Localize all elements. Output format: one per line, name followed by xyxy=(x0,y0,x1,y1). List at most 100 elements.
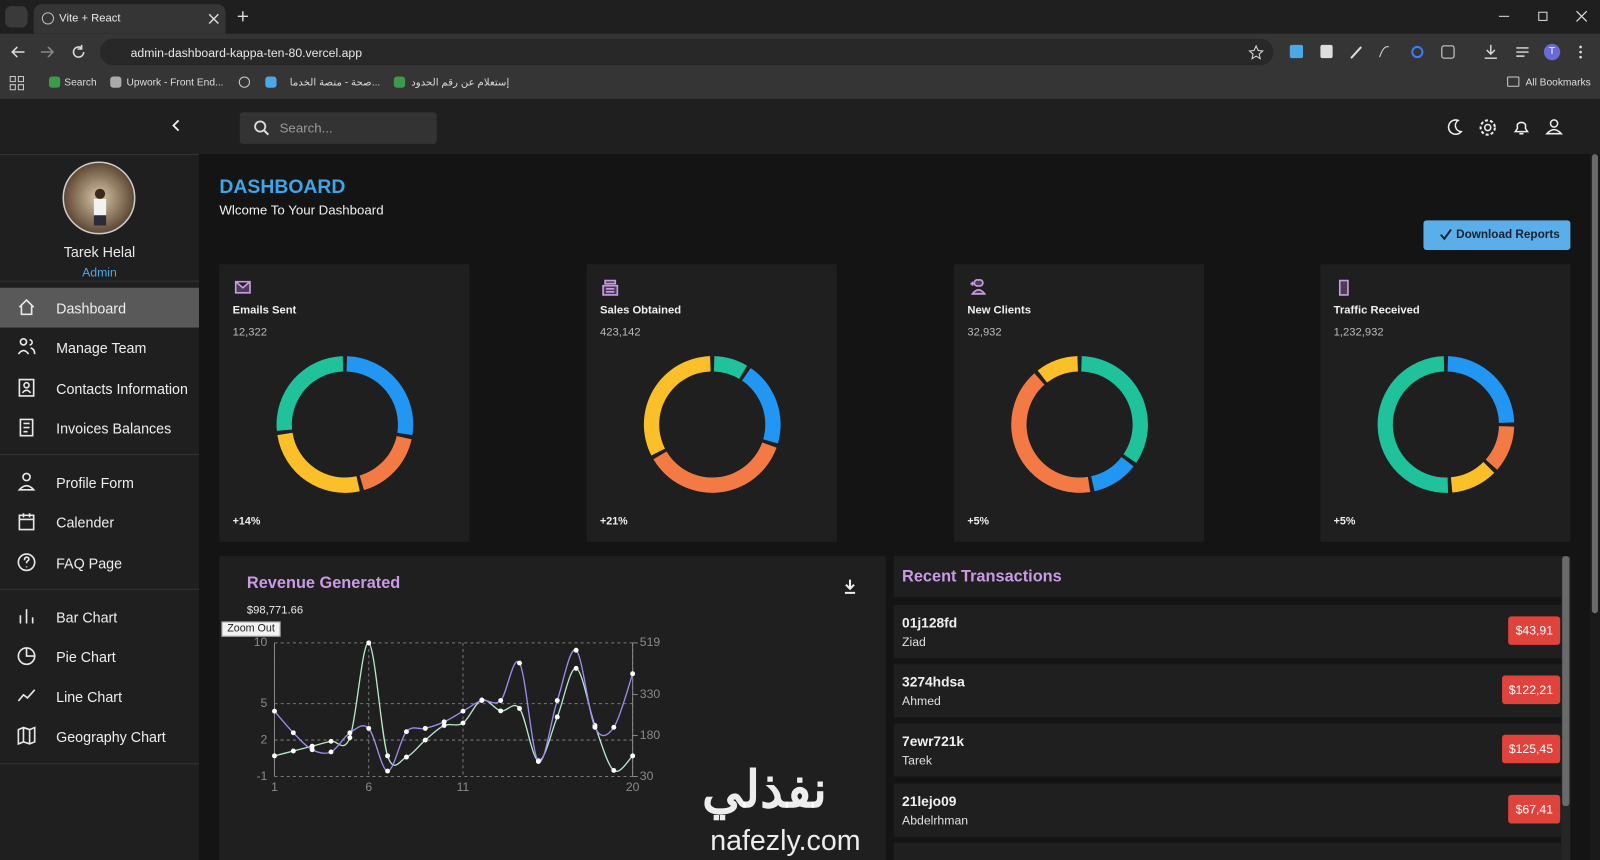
data-point xyxy=(630,753,636,759)
donut-segment xyxy=(653,442,777,493)
card-value: 12,322 xyxy=(232,326,267,339)
donut xyxy=(643,356,781,493)
data-point xyxy=(309,747,315,753)
donut-segment xyxy=(1485,426,1515,470)
nav-item[interactable]: Bar Chart xyxy=(0,596,199,636)
apps-icon[interactable] xyxy=(9,76,24,91)
topbar-icons[interactable] xyxy=(1446,118,1563,136)
data-point xyxy=(611,767,617,773)
data-point xyxy=(630,671,636,677)
bookmark[interactable]: إستعلام عن رقم الحدود xyxy=(411,77,510,89)
donut-segment xyxy=(713,356,748,379)
user-role: Admin xyxy=(82,265,117,280)
nav-label: Pie Chart xyxy=(56,648,116,666)
divider xyxy=(0,154,199,156)
divider xyxy=(0,280,199,282)
nav-icon xyxy=(19,418,34,437)
tab-menu[interactable] xyxy=(5,6,28,28)
data-point xyxy=(592,724,598,730)
data-point xyxy=(328,738,334,744)
data-point xyxy=(366,640,372,646)
card-icon xyxy=(1338,279,1349,296)
nav-label: Manage Team xyxy=(56,340,147,357)
nav-icon xyxy=(19,608,34,623)
nav-label: Line Chart xyxy=(56,688,123,706)
search-icon xyxy=(254,120,270,136)
toolbar-icons[interactable] xyxy=(1484,44,1535,59)
nav-icon xyxy=(18,513,35,531)
nav-item[interactable]: Invoices Balances xyxy=(0,408,199,448)
tab-title: Vite + React xyxy=(59,12,121,25)
card-value: 32,932 xyxy=(967,326,1002,339)
nav-item[interactable]: Dashboard xyxy=(0,287,199,328)
bookmark[interactable]: Upwork - Front End... xyxy=(126,77,224,89)
nav-icon xyxy=(17,726,36,746)
profile-avatar[interactable]: T xyxy=(1543,43,1561,61)
y-tick-label: 10 xyxy=(254,635,268,649)
transaction-id: 21lejo09 xyxy=(902,793,957,809)
nav-item[interactable]: FAQ Page xyxy=(0,542,199,582)
scroll-thumb[interactable] xyxy=(1591,154,1598,614)
y2-tick-label: 519 xyxy=(640,635,661,649)
transaction-id: 3274hdsa xyxy=(902,674,965,690)
download-icon[interactable] xyxy=(844,579,856,594)
nav-item[interactable]: Profile Form xyxy=(0,462,199,502)
card-value: 423,142 xyxy=(599,326,641,339)
donut-segment xyxy=(1091,457,1134,492)
data-point xyxy=(385,768,391,774)
donut-segment xyxy=(1037,356,1078,383)
active-tab[interactable]: Vite + React xyxy=(33,4,226,34)
y-tick-label: 5 xyxy=(261,696,268,710)
y2-tick-label: 30 xyxy=(640,769,654,783)
series-line xyxy=(273,649,634,772)
url: admin-dashboard-kappa-ten-80.vercel.app xyxy=(130,45,363,61)
window-controls[interactable] xyxy=(1498,10,1591,22)
nav-buttons[interactable] xyxy=(10,44,87,59)
page-scrollbar xyxy=(1589,154,1600,860)
address-bar[interactable]: admin-dashboard-kappa-ten-80.vercel.app xyxy=(99,38,1274,66)
donut-segment xyxy=(1447,356,1515,423)
data-point xyxy=(403,754,409,760)
transaction-row: 3274hdsa Ahmed $122,21 xyxy=(893,664,1562,718)
tab-close[interactable] xyxy=(208,13,219,24)
data-point xyxy=(272,708,277,714)
nav-icon xyxy=(18,298,35,316)
collapse-button[interactable] xyxy=(171,119,180,132)
bookmark-star[interactable] xyxy=(1248,44,1264,60)
new-tab[interactable] xyxy=(237,11,248,22)
zoom-out-button[interactable]: Zoom Out xyxy=(221,621,281,637)
nav-item[interactable]: Line Chart xyxy=(0,677,199,717)
card-value: 1,232,932 xyxy=(1333,326,1384,339)
donut-segment xyxy=(346,356,414,436)
data-point xyxy=(403,729,409,735)
divider xyxy=(0,762,199,764)
scroll-thumb[interactable] xyxy=(1562,556,1570,807)
bookmark[interactable]: Search xyxy=(64,77,97,89)
nav-label: Profile Form xyxy=(56,474,134,491)
card-change: +5% xyxy=(1333,515,1356,528)
extensions[interactable] xyxy=(1289,44,1463,59)
nav-item[interactable]: Pie Chart xyxy=(0,637,199,677)
download-button[interactable]: Download Reports xyxy=(1423,220,1571,250)
nav-item[interactable]: Geography Chart xyxy=(0,717,199,757)
transaction-id: 01j128fd xyxy=(902,615,958,631)
nav-item[interactable]: Calender xyxy=(0,502,199,542)
globe-icon[interactable] xyxy=(238,76,250,88)
watermark-latin: nafezly.com xyxy=(710,824,861,857)
transaction-user: Ahmed xyxy=(902,694,941,709)
nav-item[interactable]: Manage Team xyxy=(0,328,199,368)
nav-icon xyxy=(18,378,35,397)
data-point xyxy=(422,725,428,731)
nav-item[interactable]: Contacts Information xyxy=(0,368,199,408)
nav-label: FAQ Page xyxy=(56,554,123,571)
user-name: Tarek Helal xyxy=(63,243,136,261)
all-bookmarks[interactable]: All Bookmarks xyxy=(1525,77,1591,89)
revenue-panel: Revenue Generated $98,771.66 Zoom Out xyxy=(219,556,886,860)
search-box[interactable]: Search... xyxy=(239,112,437,144)
card-change: +5% xyxy=(967,515,990,528)
menu[interactable] xyxy=(1579,45,1583,59)
bookmark[interactable]: صحة - منصة الخدما... xyxy=(289,77,381,89)
divider xyxy=(0,454,199,456)
